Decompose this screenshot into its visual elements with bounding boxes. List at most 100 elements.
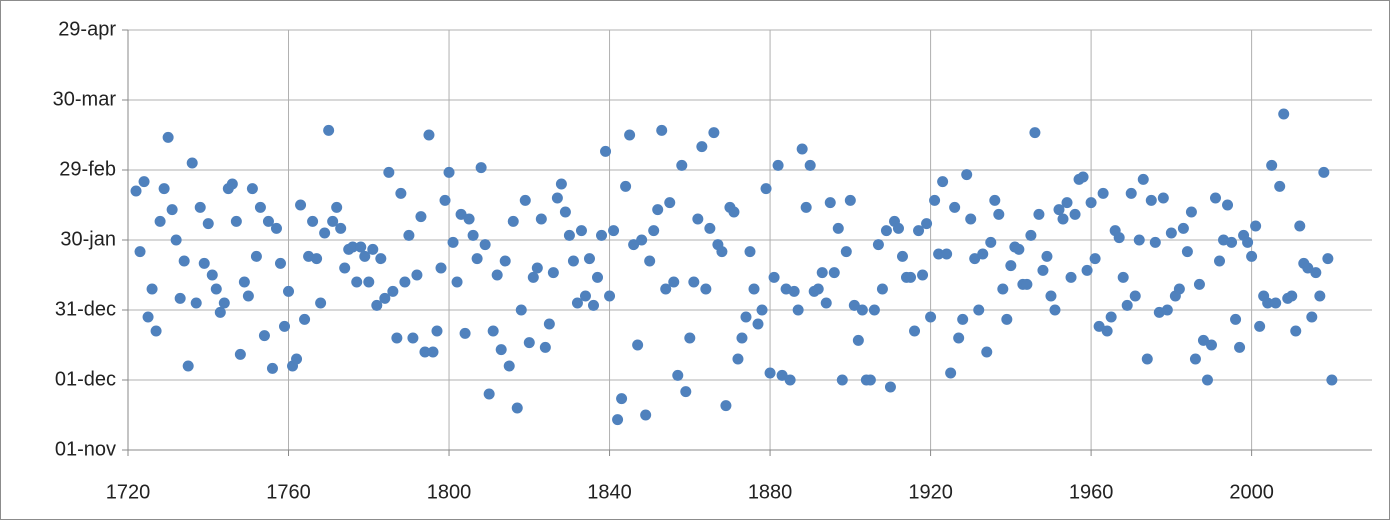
data-point [407,332,419,344]
data-point [1005,260,1017,272]
data-point [555,178,567,190]
data-point [848,299,860,311]
data-point [716,246,728,258]
data-point [351,276,363,288]
data-point [1049,304,1061,316]
data-point [1314,290,1326,302]
data-point [933,248,945,260]
data-point [226,178,238,190]
x-tick-label: 1840 [587,481,632,503]
data-point [331,201,343,213]
data-point [471,253,483,265]
data-point [250,250,262,262]
data-point [1057,213,1069,225]
data-point [784,374,796,386]
data-point [937,176,949,188]
data-point [973,304,985,316]
data-point [981,346,993,358]
data-point [880,225,892,237]
data-point [776,369,788,381]
data-point [254,201,266,213]
data-point [527,271,539,283]
data-point [367,243,379,255]
data-point [892,222,904,234]
y-tick-label: 01-dec [55,368,116,390]
data-point [214,306,226,318]
data-point [1089,253,1101,265]
data-point [1254,320,1266,332]
data-point [1230,313,1242,325]
data-point [788,285,800,297]
data-point [130,185,142,197]
data-point [186,157,198,169]
data-point [246,183,258,195]
data-point [1149,236,1161,248]
data-point [194,201,206,213]
data-point [190,297,202,309]
data-point [491,269,503,281]
data-point [170,234,182,246]
x-tick-label: 1800 [427,481,472,503]
data-point [1205,339,1217,351]
data-point [1250,220,1262,232]
data-point [274,257,286,269]
data-point [1302,262,1314,274]
data-point [234,348,246,360]
data-point [535,213,547,225]
x-tick-label: 1920 [908,481,953,503]
data-point [463,213,475,225]
data-point [146,283,158,295]
data-point [399,276,411,288]
data-point [403,229,415,241]
data-point [387,285,399,297]
data-point [628,239,640,251]
data-point [499,255,511,267]
data-point [283,285,295,297]
data-point [1286,290,1298,302]
data-point [1242,236,1254,248]
data-point [672,369,684,381]
data-point [1193,278,1205,290]
data-point [1266,159,1278,171]
data-point [379,292,391,304]
data-point [700,283,712,295]
data-point [1085,197,1097,209]
data-point [503,360,515,372]
data-point [1185,206,1197,218]
data-point [993,208,1005,220]
data-point [812,283,824,295]
x-tick-label: 1960 [1069,481,1114,503]
data-point [708,127,720,139]
data-point [1053,204,1065,216]
data-point [680,386,692,398]
data-point [997,283,1009,295]
data-point [395,187,407,199]
data-point [423,129,435,141]
data-point [772,159,784,171]
data-point [487,325,499,337]
data-point [957,313,969,325]
data-point [824,197,836,209]
data-point [411,269,423,281]
data-point [1177,222,1189,234]
data-point [210,283,222,295]
data-point [816,267,828,279]
x-tick-label: 1760 [266,481,311,503]
data-point [608,225,620,237]
data-point [736,332,748,344]
data-point [632,339,644,351]
data-point [174,292,186,304]
data-point [828,267,840,279]
data-point [307,215,319,227]
data-point [587,299,599,311]
data-point [1145,194,1157,206]
data-point [299,313,311,325]
data-point [604,290,616,302]
y-tick-label: 31-dec [55,298,116,320]
data-point [1133,234,1145,246]
data-point [539,341,551,353]
data-point [1197,334,1209,346]
data-point [1214,255,1226,267]
